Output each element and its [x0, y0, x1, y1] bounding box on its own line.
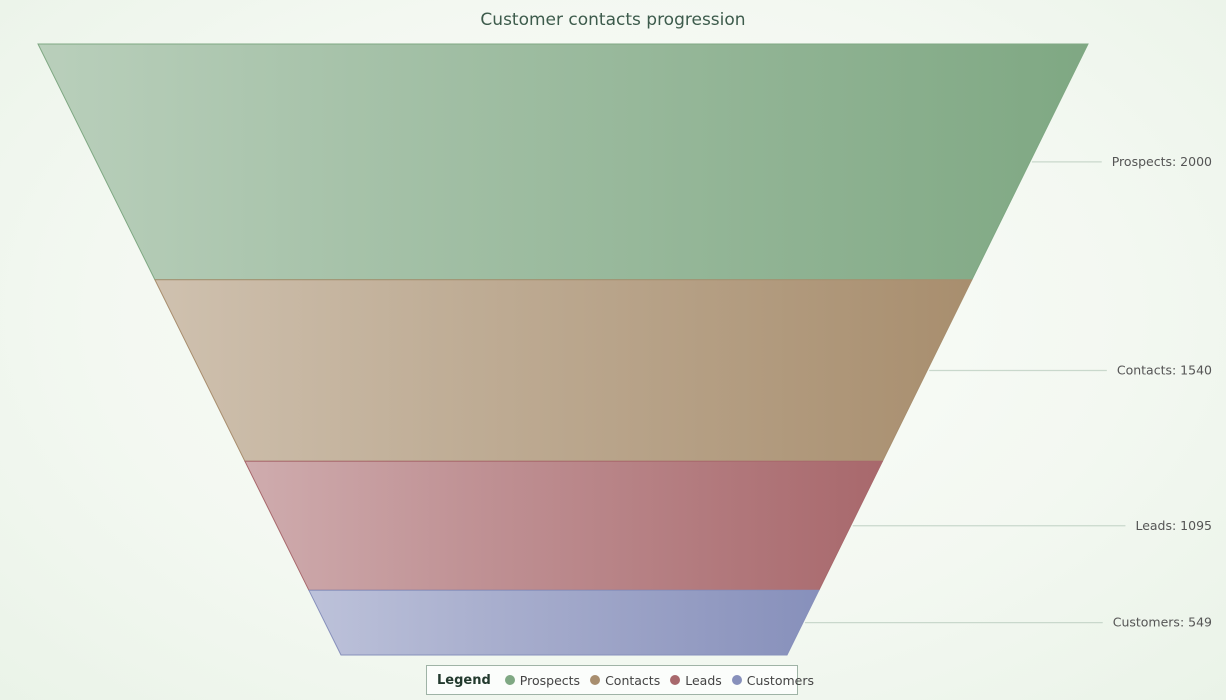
- legend-swatch-contacts: [590, 675, 601, 685]
- legend-item-prospects[interactable]: Prospects: [504, 672, 581, 688]
- legend-title: Legend: [437, 672, 491, 688]
- legend-label-contacts: Contacts: [605, 672, 661, 688]
- legend-swatch-customers: [731, 675, 742, 685]
- legend-swatch-prospects: [504, 675, 515, 685]
- legend-item-leads[interactable]: Leads: [670, 673, 722, 688]
- data-label-contacts: Contacts: 1540: [1117, 362, 1212, 377]
- data-label-customers: Customers: 549: [1113, 615, 1212, 630]
- data-label-prospects: Prospects: 2000: [1112, 154, 1212, 169]
- legend-label-customers: Customers: [746, 672, 814, 688]
- legend-item-contacts[interactable]: Contacts: [590, 673, 660, 688]
- legend-label-leads: Leads: [685, 672, 722, 688]
- data-label-leads: Leads: 1095: [1135, 518, 1212, 533]
- funnel-segment-prospects[interactable]: [37, 43, 1089, 281]
- legend-label-prospects: Prospects: [519, 672, 581, 688]
- legend-swatch-leads: [670, 675, 681, 685]
- legend-item-customers[interactable]: Customers: [731, 672, 814, 688]
- funnel-segment-customers[interactable]: [308, 589, 820, 656]
- funnel-segment-contacts[interactable]: [154, 279, 973, 462]
- chart-title: Customer contacts progression: [480, 10, 746, 30]
- funnel-segment-leads[interactable]: [244, 460, 884, 591]
- legend: Legend Prospects Contacts Leads Customer…: [426, 665, 814, 695]
